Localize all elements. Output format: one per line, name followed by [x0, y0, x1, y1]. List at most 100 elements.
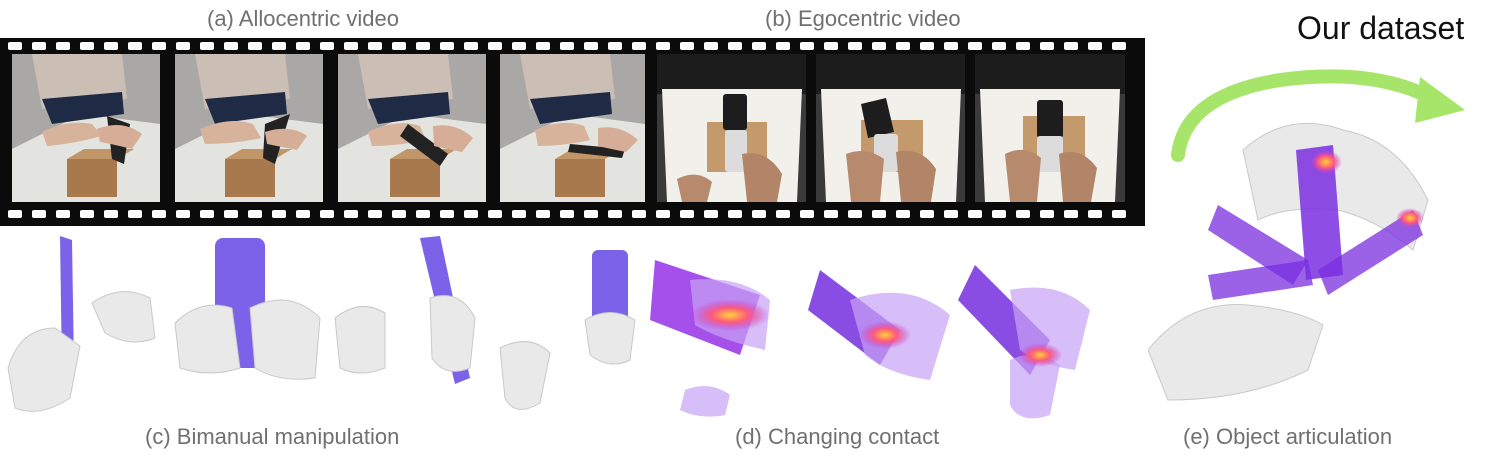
- film-holes-top: [0, 42, 1145, 52]
- film-perforation: [512, 210, 526, 218]
- film-perforation: [896, 210, 910, 218]
- film-perforation: [848, 42, 862, 50]
- egocentric-frame-2: [816, 54, 965, 202]
- film-perforation: [416, 210, 430, 218]
- film-perforation: [584, 210, 598, 218]
- film-perforation: [464, 210, 478, 218]
- film-perforation: [872, 42, 886, 50]
- film-perforation: [704, 210, 718, 218]
- allocentric-frame-2: [175, 54, 323, 202]
- film-perforation: [392, 210, 406, 218]
- film-perforation: [488, 42, 502, 50]
- film-perforation: [632, 42, 646, 50]
- articulation-illustration: [1148, 122, 1429, 401]
- bimanual-illustration: [7, 236, 551, 412]
- film-perforation: [1064, 42, 1078, 50]
- film-perforation: [344, 42, 358, 50]
- egocentric-frame-1: [657, 54, 806, 202]
- film-perforation: [776, 210, 790, 218]
- film-perforation: [1016, 210, 1030, 218]
- film-perforation: [728, 42, 742, 50]
- film-perforation: [368, 210, 382, 218]
- film-perforation: [320, 210, 334, 218]
- film-perforation: [8, 42, 22, 50]
- film-perforation: [920, 210, 934, 218]
- film-perforation: [800, 210, 814, 218]
- film-perforation: [824, 42, 838, 50]
- film-perforation: [200, 210, 214, 218]
- film-perforation: [776, 42, 790, 50]
- film-perforation: [248, 210, 262, 218]
- film-perforation: [584, 42, 598, 50]
- film-perforation: [704, 42, 718, 50]
- film-perforation: [1088, 210, 1102, 218]
- film-perforation: [512, 42, 526, 50]
- film-perforation: [104, 210, 118, 218]
- film-perforation: [368, 42, 382, 50]
- film-perforation: [296, 42, 310, 50]
- allocentric-caption: (a) Allocentric video: [207, 6, 399, 31]
- film-perforation: [944, 210, 958, 218]
- film-perforation: [272, 42, 286, 50]
- film-perforation: [128, 210, 142, 218]
- film-perforation: [56, 210, 70, 218]
- film-perforation: [224, 210, 238, 218]
- film-perforation: [752, 210, 766, 218]
- film-perforation: [656, 42, 670, 50]
- film-perforation: [968, 210, 982, 218]
- film-perforation: [560, 210, 574, 218]
- film-strip: [0, 38, 1145, 226]
- egocentric-caption: (b) Egocentric video: [765, 6, 961, 31]
- film-perforation: [1016, 42, 1030, 50]
- film-perforation: [560, 42, 574, 50]
- contact-illustration: [584, 250, 1090, 419]
- allocentric-frame-1: [12, 54, 160, 202]
- dataset-arrow: [1171, 69, 1465, 162]
- film-perforation: [80, 42, 94, 50]
- film-perforation: [440, 42, 454, 50]
- film-perforation: [872, 210, 886, 218]
- film-perforation: [152, 42, 166, 50]
- film-perforation: [944, 42, 958, 50]
- film-perforation: [536, 42, 550, 50]
- film-perforation: [1112, 210, 1126, 218]
- film-perforation: [536, 210, 550, 218]
- film-perforation: [1040, 210, 1054, 218]
- film-perforation: [680, 210, 694, 218]
- film-perforation: [248, 42, 262, 50]
- film-perforation: [344, 210, 358, 218]
- allocentric-frame-3: [338, 54, 486, 202]
- film-perforation: [152, 210, 166, 218]
- film-perforation: [416, 42, 430, 50]
- film-perforation: [968, 42, 982, 50]
- egocentric-frame-3: [975, 54, 1125, 202]
- film-perforation: [920, 42, 934, 50]
- film-perforation: [32, 210, 46, 218]
- film-perforation: [1040, 42, 1054, 50]
- film-perforation: [128, 42, 142, 50]
- film-perforation: [32, 42, 46, 50]
- allocentric-frame-4: [500, 54, 645, 202]
- articulation-caption: (e) Object articulation: [1183, 424, 1393, 449]
- film-perforation: [80, 210, 94, 218]
- film-perforation: [464, 42, 478, 50]
- film-perforation: [848, 210, 862, 218]
- film-perforation: [608, 42, 622, 50]
- film-perforation: [992, 210, 1006, 218]
- film-perforation: [8, 210, 22, 218]
- dataset-title: Our dataset: [1297, 10, 1465, 46]
- bimanual-caption: (c) Bimanual manipulation: [145, 424, 400, 449]
- film-perforation: [320, 42, 334, 50]
- contact-caption: (d) Changing contact: [735, 424, 940, 449]
- film-perforation: [896, 42, 910, 50]
- film-perforation: [800, 42, 814, 50]
- film-perforation: [824, 210, 838, 218]
- film-perforation: [296, 210, 310, 218]
- film-perforation: [992, 42, 1006, 50]
- film-perforation: [56, 42, 70, 50]
- film-perforation: [440, 210, 454, 218]
- film-perforation: [224, 42, 238, 50]
- film-perforation: [1064, 210, 1078, 218]
- film-perforation: [752, 42, 766, 50]
- film-perforation: [176, 210, 190, 218]
